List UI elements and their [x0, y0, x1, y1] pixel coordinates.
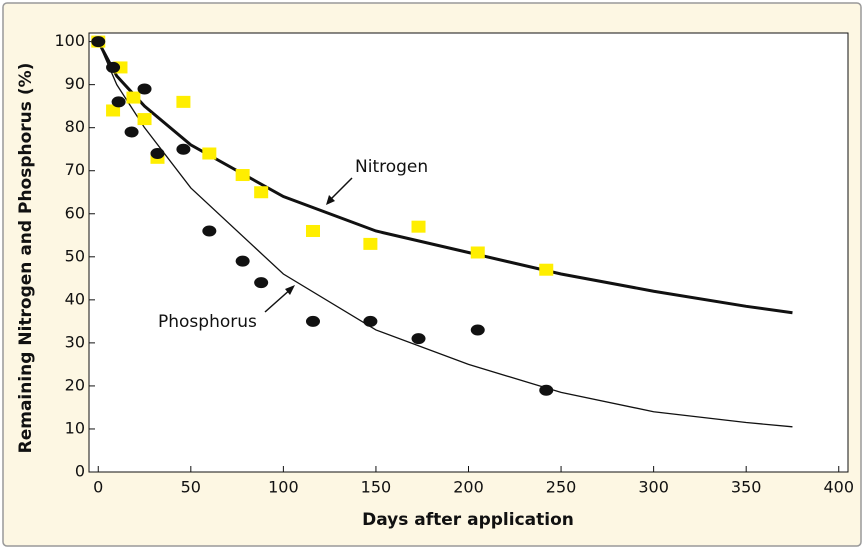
x-tick-label: 150 — [361, 478, 392, 497]
y-axis-title: Remaining Nitrogen and Phosphorus (%) — [16, 63, 36, 454]
point — [470, 324, 485, 336]
point — [254, 186, 269, 199]
point — [305, 224, 320, 237]
arrowhead — [285, 285, 295, 295]
point — [111, 96, 126, 108]
phosphorus-label: Phosphorus — [158, 312, 257, 332]
point — [137, 113, 152, 126]
x-tick-label: 400 — [823, 478, 854, 497]
point — [363, 237, 378, 250]
point — [137, 83, 152, 95]
point — [470, 246, 485, 259]
fit-curve — [97, 41, 793, 428]
y-tick-label: 40 — [65, 289, 85, 308]
point — [254, 277, 269, 289]
y-tick-label: 30 — [65, 332, 85, 351]
x-tick-label: 350 — [731, 478, 762, 497]
point — [305, 315, 320, 327]
x-tick-label: 200 — [453, 478, 484, 497]
x-tick-label: 0 — [93, 478, 103, 497]
point — [235, 255, 250, 267]
arrowhead — [326, 195, 335, 205]
x-tick-label: 100 — [268, 478, 299, 497]
x-tick-label: 250 — [546, 478, 577, 497]
point — [150, 148, 165, 160]
y-tick-label: 0 — [75, 462, 85, 481]
point — [124, 126, 139, 138]
y-tick-label: 10 — [65, 418, 85, 437]
point — [411, 333, 426, 345]
y-tick-label: 70 — [65, 160, 85, 179]
y-tick-label: 90 — [65, 74, 85, 93]
point — [126, 91, 141, 104]
point — [363, 315, 378, 327]
nitrogen-label: Nitrogen — [355, 157, 428, 177]
y-tick-label: 100 — [54, 31, 85, 50]
point — [176, 95, 191, 108]
point — [91, 36, 106, 48]
point — [539, 263, 554, 276]
point — [106, 104, 121, 117]
point — [202, 147, 217, 160]
x-tick-label: 300 — [638, 478, 669, 497]
y-tick-label: 50 — [65, 246, 85, 265]
point — [202, 225, 217, 237]
y-tick-label: 20 — [65, 375, 85, 394]
y-tick-label: 60 — [65, 203, 85, 222]
point — [235, 169, 250, 182]
x-tick-label: 50 — [181, 478, 201, 497]
x-axis-title: Days after application — [362, 510, 574, 530]
point — [106, 61, 121, 73]
point — [411, 220, 426, 233]
y-tick-label: 80 — [65, 117, 85, 136]
point — [539, 384, 554, 396]
point — [176, 143, 191, 155]
